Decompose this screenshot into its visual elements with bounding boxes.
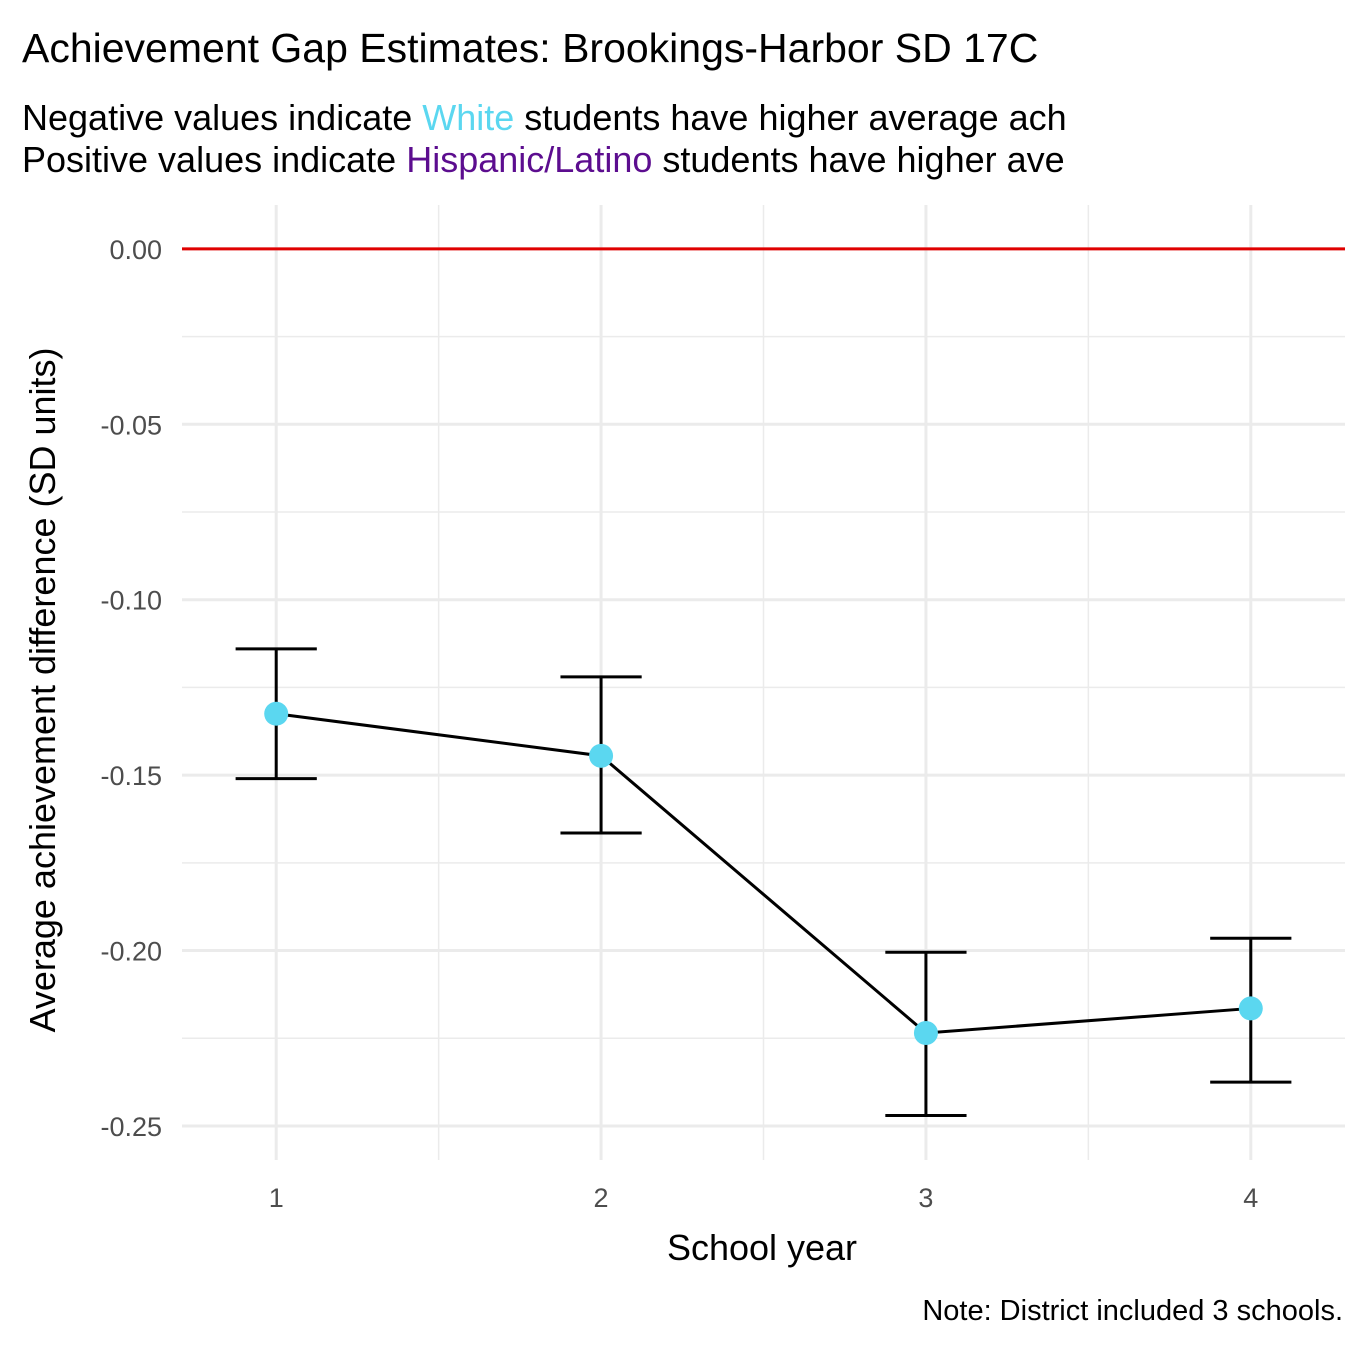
x-tick-label: 1 (269, 1183, 284, 1213)
point (264, 701, 289, 726)
grid (182, 205, 1345, 1160)
subtitle-part: White (422, 97, 514, 138)
point (913, 1020, 938, 1045)
y-axis-title: Average achievement difference (SD units… (22, 347, 63, 1032)
subtitle-part: students have higher ave (652, 139, 1064, 180)
subtitle-part: Hispanic/Latino (406, 139, 652, 180)
x-tick-label: 2 (594, 1183, 609, 1213)
x-tick-label: 4 (1243, 1183, 1258, 1213)
subtitle-part: Positive values indicate (22, 139, 406, 180)
point (589, 743, 614, 768)
x-axis-title: School year (667, 1227, 857, 1268)
point (1238, 996, 1263, 1021)
caption: Note: District included 3 schools. (922, 1295, 1343, 1327)
y-tick-label: -0.25 (100, 1112, 162, 1142)
y-tick-label: -0.10 (100, 586, 162, 616)
subtitle-part: Negative values indicate (22, 97, 422, 138)
y-tick-label: 0.00 (109, 235, 162, 265)
y-tick-label: -0.05 (100, 410, 162, 440)
x-tick-label: 3 (918, 1183, 933, 1213)
subtitle-line: Positive values indicate Hispanic/Latino… (22, 139, 1065, 180)
y-tick-label: -0.15 (100, 761, 162, 791)
chart-title: Achievement Gap Estimates: Brookings-Har… (22, 25, 1038, 71)
subtitle-line: Negative values indicate White students … (22, 97, 1067, 138)
y-tick-label: -0.20 (100, 937, 162, 967)
line (276, 712, 1251, 1035)
subtitle-part: students have higher average ach (514, 97, 1066, 138)
